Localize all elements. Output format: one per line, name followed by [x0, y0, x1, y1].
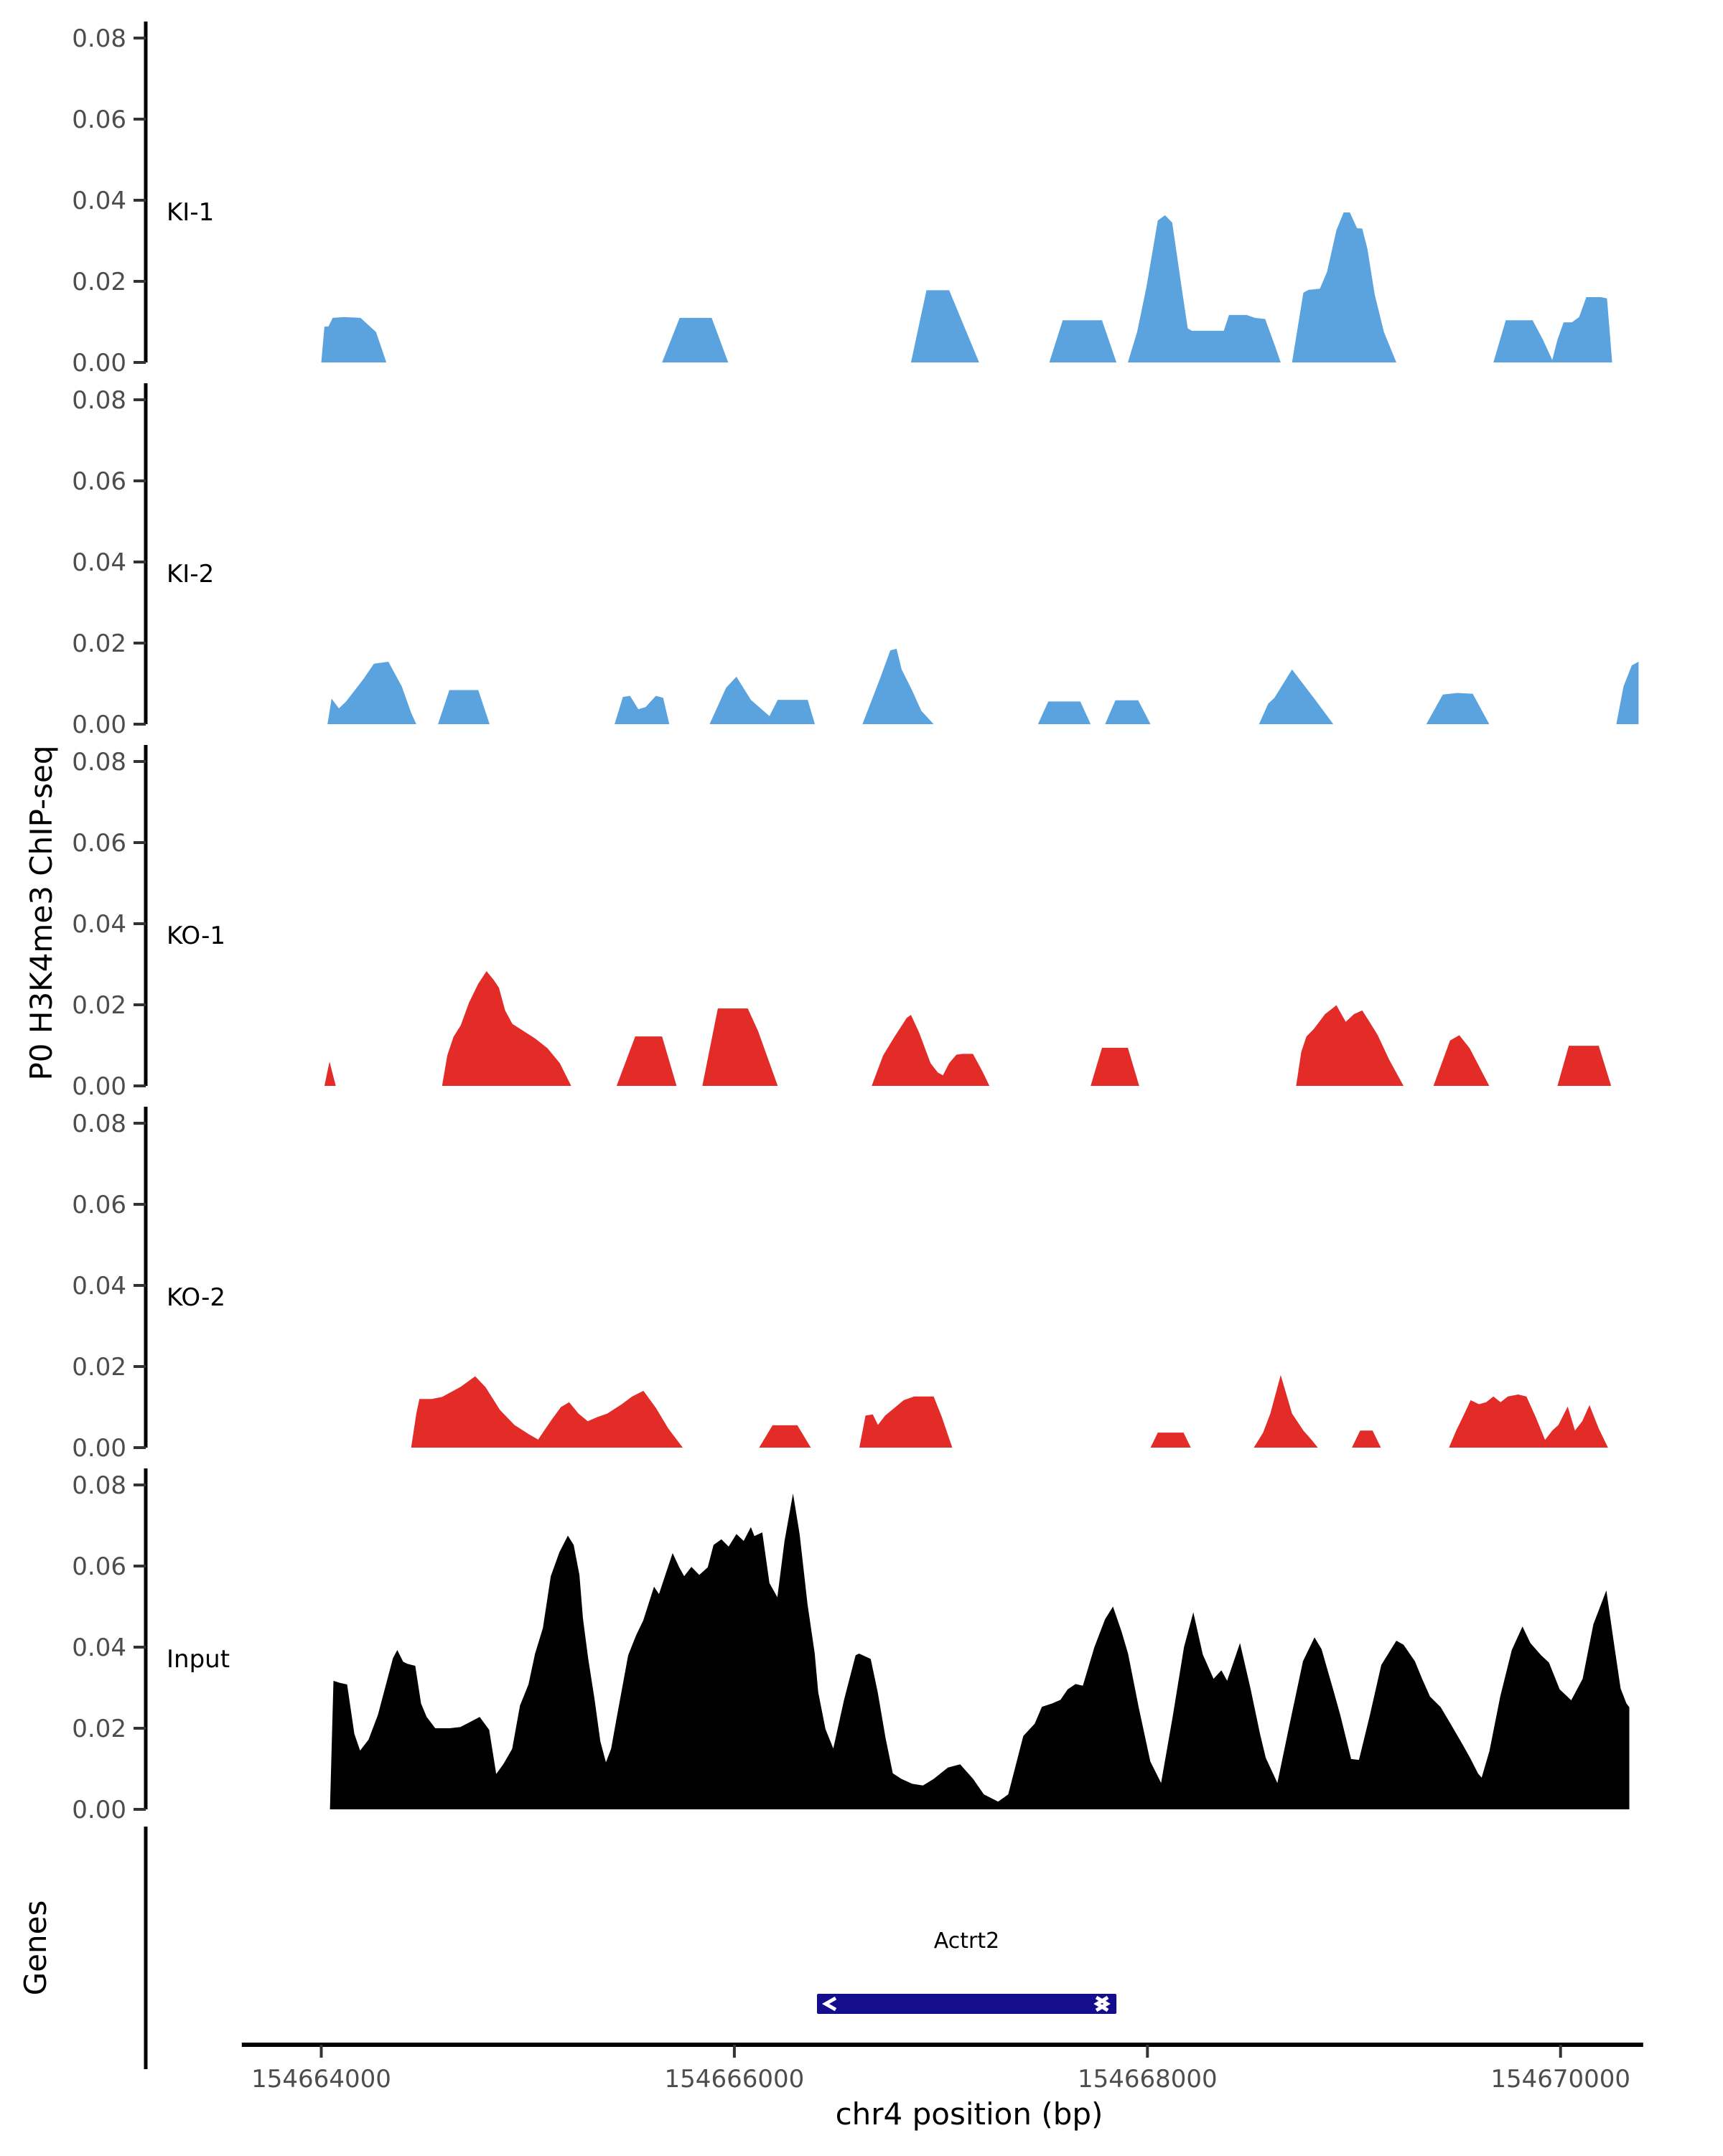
signal-area-KI-2	[438, 690, 490, 724]
signal-area-KO-2	[759, 1425, 811, 1448]
signal-area-KI-1	[1292, 212, 1396, 362]
x-axis-tick-label: 154668000	[1078, 2065, 1218, 2094]
y-axis-tick-label-KI-1: 0.04	[72, 187, 126, 215]
signal-area-KI-1	[1049, 320, 1117, 362]
signal-area-KO-1	[324, 1061, 336, 1086]
signal-area-KI-1	[910, 290, 979, 362]
y-axis-tick-label-KO-2: 0.08	[72, 1110, 126, 1138]
y-axis-tick-label-KI-1: 0.06	[72, 106, 126, 134]
y-axis-tick-label-KO-1: 0.06	[72, 829, 126, 858]
y-axis-tick-label-Input: 0.02	[72, 1715, 126, 1743]
signal-area-KI-2	[327, 662, 416, 724]
y-axis-tick-label-KI-2: 0.00	[72, 711, 126, 739]
signal-area-KO-1	[1557, 1046, 1612, 1086]
y-axis-tick-label-KI-2: 0.04	[72, 548, 126, 577]
signal-area-KO-2	[859, 1396, 953, 1448]
y-axis-tick-label-KO-1: 0.00	[72, 1072, 126, 1101]
signal-area-KI-2	[1105, 700, 1151, 724]
signal-area-KI-2	[862, 648, 934, 724]
y-axis-tick-label-Input: 0.04	[72, 1634, 126, 1662]
x-axis-tick-label: 154666000	[665, 2065, 805, 2094]
track-label-Input: Input	[167, 1645, 230, 1674]
track-label-KI-1: KI-1	[167, 198, 214, 227]
y-axis-title: P0 H3K4me3 ChIP-seq	[24, 745, 59, 1080]
y-axis-tick-label-KO-2: 0.04	[72, 1272, 126, 1300]
signal-area-KI-2	[1616, 662, 1639, 724]
y-axis-tick-label-KO-1: 0.02	[72, 991, 126, 1020]
signal-area-KO-2	[1253, 1374, 1318, 1448]
signal-area-KO-1	[1433, 1035, 1490, 1086]
signal-area-KO-1	[702, 1008, 778, 1086]
y-axis-tick-label-KO-2: 0.00	[72, 1434, 126, 1463]
signal-area-KI-1	[321, 317, 387, 362]
gene-strand-arrow-right	[1095, 1995, 1111, 2012]
signal-area-KI-1	[1493, 297, 1612, 362]
signal-area-KI-2	[1037, 701, 1091, 724]
y-axis-tick-label-Input: 0.00	[72, 1796, 126, 1824]
genes-panel-label: Genes	[18, 1900, 53, 1996]
signal-area-Input	[330, 1493, 1630, 1809]
signal-area-KO-2	[1150, 1433, 1191, 1448]
signal-area-KI-1	[662, 317, 729, 362]
y-axis-tick-label-KI-2: 0.02	[72, 629, 126, 658]
signal-area-KO-1	[1091, 1047, 1139, 1086]
x-axis-title: chr4 position (bp)	[836, 2096, 1103, 2132]
y-axis-tick-label-KO-1: 0.08	[72, 748, 126, 777]
track-label-KI-2: KI-2	[167, 560, 214, 589]
gene-strand-arrow-left	[821, 1996, 837, 2012]
signal-area-KI-2	[1259, 669, 1334, 724]
y-axis-tick-label-KO-2: 0.06	[72, 1191, 126, 1219]
signal-area-KO-2	[1352, 1430, 1381, 1448]
y-axis-tick-label-Input: 0.06	[72, 1552, 126, 1581]
signal-area-KO-1	[616, 1036, 677, 1086]
x-axis-tick-label: 154664000	[251, 2065, 391, 2094]
y-axis-tick-label-KO-1: 0.04	[72, 910, 126, 939]
signal-area-KI-2	[709, 676, 816, 724]
track-label-KO-2: KO-2	[167, 1283, 225, 1312]
y-axis-tick-label-KI-2: 0.08	[72, 386, 126, 415]
y-axis-tick-label-KI-1: 0.08	[72, 24, 126, 53]
y-axis-tick-label-Input: 0.08	[72, 1471, 126, 1500]
gene-name-label: Actrt2	[934, 1928, 999, 1954]
y-axis-tick-label-KI-2: 0.06	[72, 467, 126, 496]
signal-area-KI-2	[1426, 693, 1490, 724]
track-label-KO-1: KO-1	[167, 922, 225, 950]
signal-area-KO-1	[872, 1015, 990, 1086]
y-axis-tick-label-KI-1: 0.00	[72, 349, 126, 378]
y-axis-tick-label-KO-2: 0.02	[72, 1353, 126, 1382]
signal-area-KO-2	[411, 1376, 683, 1448]
x-axis-tick-label: 154670000	[1490, 2065, 1630, 2094]
y-axis-tick-label-KI-1: 0.02	[72, 268, 126, 296]
signal-area-KI-2	[615, 695, 670, 724]
signal-area-KO-2	[1449, 1395, 1608, 1448]
signal-area-KO-1	[1296, 1005, 1404, 1086]
gene-body-bar	[817, 1994, 1117, 2014]
signal-area-KO-1	[442, 971, 571, 1086]
gene-strand-arrow-right-2	[1093, 1995, 1109, 2012]
signal-area-KI-1	[1128, 215, 1281, 362]
